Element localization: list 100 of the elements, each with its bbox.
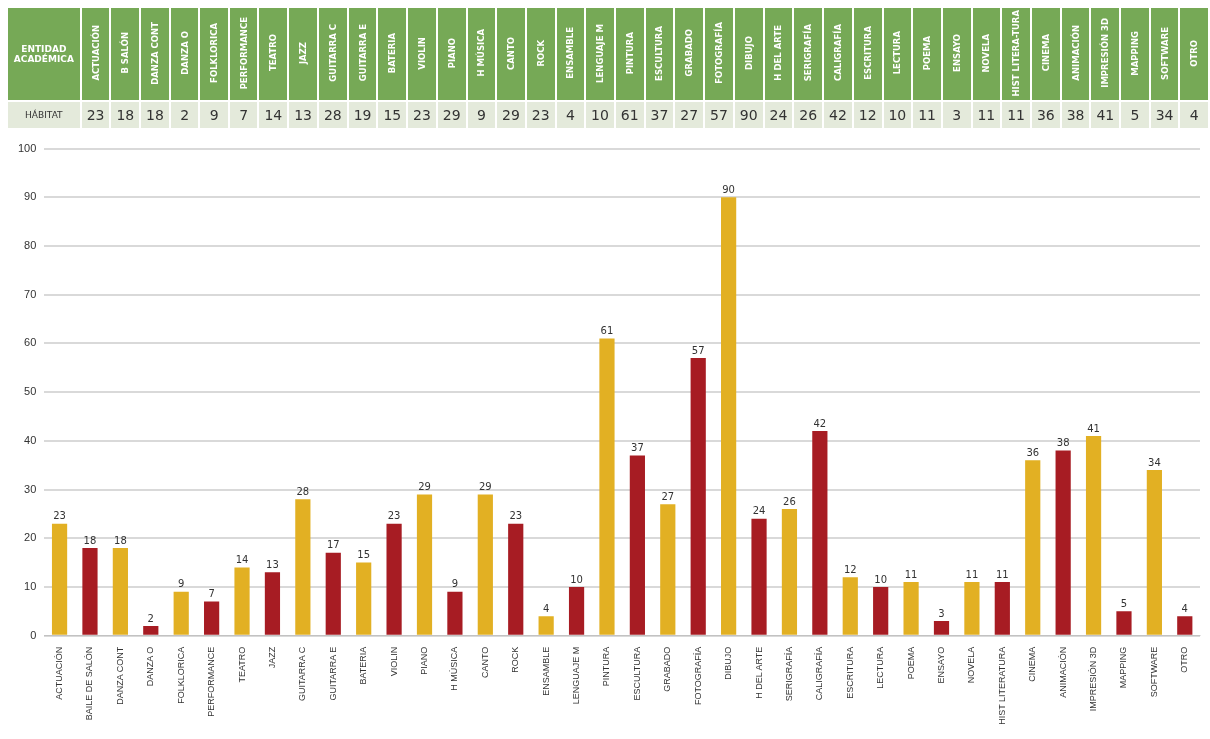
data-label: 11 <box>913 102 941 128</box>
category-label: H DEL ARTE <box>773 25 784 81</box>
bar <box>538 616 554 635</box>
bar <box>325 552 341 635</box>
data-label: 61 <box>615 102 644 128</box>
x-tick-label: ENSAYO <box>935 646 946 684</box>
y-tick-label: 70 <box>24 287 37 300</box>
category-label: FOTOGRAFÍA <box>713 22 724 84</box>
data-label: 18 <box>141 102 169 128</box>
category-label: ANIMACIÓN <box>1070 25 1081 81</box>
data-label: 41 <box>1091 102 1120 128</box>
data-label: 24 <box>764 102 793 128</box>
bar <box>173 591 189 635</box>
data-label: 23 <box>387 510 401 522</box>
y-tick-label: 80 <box>24 239 37 252</box>
data-label: 11 <box>965 568 979 580</box>
bar <box>447 591 463 635</box>
category-label: CINEMA <box>1040 34 1051 72</box>
data-label: 5 <box>1120 597 1128 609</box>
category-label: DANZA O <box>179 31 190 75</box>
data-label: 11 <box>1002 102 1030 128</box>
y-tick-label: 60 <box>24 336 37 349</box>
data-label: 7 <box>229 102 258 128</box>
data-label: 4 <box>1180 102 1208 128</box>
category-label: POEMA <box>922 35 933 71</box>
data-label: 34 <box>1148 456 1161 468</box>
data-label: 10 <box>883 102 912 128</box>
x-tick-label: MAPPING <box>1118 646 1129 689</box>
category-label: HIST LITERA-TURA <box>1011 9 1022 97</box>
x-tick-label: PINTURA <box>601 646 612 687</box>
x-tick-label: ESCULTURA <box>631 646 642 701</box>
text: HÁBITAT <box>8 102 80 128</box>
data-label: 9 <box>200 102 228 128</box>
data-label: 3 <box>942 102 971 128</box>
data-label: 23 <box>81 102 110 128</box>
category-label: B SALÓN <box>120 32 131 74</box>
category-label: GUITARRA E <box>357 24 368 82</box>
data-label: 41 <box>1087 422 1100 434</box>
data-label: 90 <box>722 183 735 195</box>
y-tick-label: 90 <box>24 190 37 203</box>
bar <box>964 582 980 635</box>
x-tick-label: LENGUAJE M <box>571 646 582 705</box>
category-label: LENGUAJE M <box>595 23 606 83</box>
x-tick-label: BAILE DE SALÓN <box>84 646 95 721</box>
data-label: 9 <box>178 578 185 590</box>
x-tick-label: CALIGRAFÍA <box>814 646 825 701</box>
data-label: 36 <box>1026 446 1040 458</box>
data-label: 23 <box>53 510 66 522</box>
data-label: 29 <box>437 102 466 128</box>
y-tick-label: 0 <box>30 628 37 641</box>
data-label: 29 <box>497 102 525 128</box>
x-tick-label: NOVELA <box>966 646 977 684</box>
category-label: GRABADO <box>684 29 695 77</box>
data-label: 23 <box>509 510 523 522</box>
data-label: 18 <box>83 534 97 546</box>
x-tick-label: HIST LITERATURA <box>996 646 1007 725</box>
x-tick-label: DANZA O <box>145 646 156 687</box>
x-tick-label: H DEL ARTE <box>753 646 764 699</box>
data-label: 26 <box>794 102 823 128</box>
x-tick-label: CANTO <box>479 646 490 678</box>
data-label: 37 <box>645 102 674 128</box>
x-tick-label: GUITARRA C <box>297 646 308 701</box>
bar <box>781 509 798 635</box>
data-label: 13 <box>266 558 279 570</box>
category-label: PERFORMANCE <box>238 16 249 90</box>
category-label: PINTURA <box>624 31 635 75</box>
bar <box>933 621 950 635</box>
bar <box>82 547 98 635</box>
category-label: CALIGRAFÍA <box>832 24 843 82</box>
category-label: DANZA CONT <box>150 21 161 85</box>
data-label: 2 <box>147 612 154 624</box>
data-label: 12 <box>853 102 882 128</box>
bar <box>112 547 128 635</box>
bar <box>295 499 311 635</box>
y-tick-label: 10 <box>24 579 37 592</box>
data-label: 23 <box>526 102 555 128</box>
data-label: 4 <box>1181 602 1188 614</box>
data-label: 11 <box>972 102 1001 128</box>
x-tick-label: ANIMACIÓN <box>1057 646 1068 698</box>
x-tick-label: PIANO <box>418 646 429 675</box>
bar <box>629 455 645 635</box>
data-label: 5 <box>1121 102 1149 128</box>
bar <box>690 358 706 635</box>
bar <box>416 494 433 635</box>
y-tick-label: 30 <box>24 482 37 495</box>
category-label: IMPRESIÓN 3D <box>1100 18 1111 88</box>
data-label: 27 <box>661 490 675 502</box>
data-label: 17 <box>326 539 340 551</box>
category-label: FOLKLORICA <box>209 23 220 83</box>
bar <box>751 518 767 635</box>
data-label: 38 <box>1056 437 1070 449</box>
x-tick-label: SOFTWARE <box>1148 646 1159 698</box>
data-label: 90 <box>734 102 763 128</box>
category-label: SOFTWARE <box>1159 26 1170 80</box>
x-tick-label: LECTURA <box>875 646 886 689</box>
data-label: 2 <box>170 102 199 128</box>
category-label: ENSAYO <box>951 34 962 72</box>
x-tick-label: TEATRO <box>236 646 247 683</box>
bar <box>1177 616 1193 635</box>
bar <box>477 494 493 635</box>
